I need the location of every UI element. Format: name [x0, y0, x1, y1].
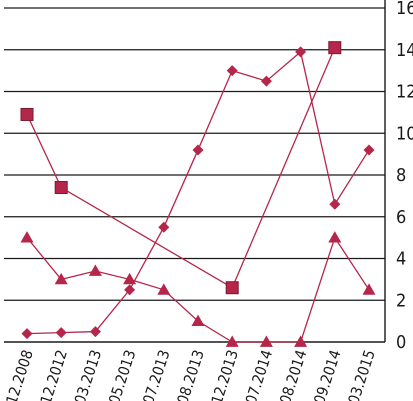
data-point-diamond — [158, 221, 170, 233]
x-tick-label: 03.2015 — [344, 348, 378, 401]
x-tick-label: 12.2012 — [37, 348, 71, 401]
data-point-triangle — [88, 264, 102, 276]
data-point-diamond — [295, 46, 307, 58]
y-axis-ticks: 0 2 4 6 8 10 12 14 16 — [396, 0, 413, 353]
x-tick-label: 07.2014 — [242, 348, 276, 401]
data-point-triangle — [123, 272, 137, 285]
y-tick-label: 2 — [396, 290, 406, 311]
data-point-triangle — [191, 314, 205, 326]
x-tick-label: 05.2013 — [105, 348, 139, 401]
data-point-diamond — [192, 144, 204, 156]
series-line-triangle — [26, 236, 370, 343]
data-point-diamond — [363, 144, 375, 156]
data-point-triangle — [20, 231, 34, 243]
y-tick-label: 4 — [396, 249, 406, 270]
series-diamond — [21, 46, 375, 340]
x-axis-ticks: 12.2008 12.2012 03.2013 05.2013 07.2013 08.20… — [2, 348, 378, 401]
data-point-triangle — [294, 335, 308, 347]
data-point-diamond — [260, 75, 272, 87]
data-point-square — [20, 107, 34, 121]
y-tick-label: 0 — [396, 332, 406, 353]
data-point-diamond — [329, 198, 341, 210]
data-point-diamond — [124, 284, 136, 296]
data-point-diamond — [226, 65, 238, 77]
data-point-square — [225, 281, 239, 295]
y-tick-label: 8 — [396, 165, 406, 186]
x-tick-label: 12.2013 — [208, 348, 242, 401]
y-tick-label: 10 — [396, 123, 413, 144]
data-point-triangle — [362, 283, 376, 295]
series-triangle — [20, 231, 376, 347]
data-point-square — [54, 181, 68, 195]
y-tick-label: 14 — [396, 40, 413, 61]
gridlines — [4, 7, 385, 301]
series-layer — [20, 41, 376, 347]
x-tick-label: 09.2014 — [310, 348, 344, 401]
data-point-diamond — [55, 327, 67, 339]
x-tick-label: 12.2008 — [2, 348, 36, 401]
axes — [4, 0, 386, 343]
y-tick-label: 16 — [396, 0, 413, 19]
x-tick-label: 08.2014 — [276, 348, 310, 401]
series-line-square — [26, 47, 336, 289]
series-square — [20, 41, 342, 295]
data-point-triangle — [225, 335, 239, 347]
y-tick-label: 12 — [396, 82, 413, 103]
data-point-triangle — [157, 283, 171, 295]
y-tick-label: 6 — [396, 207, 406, 228]
data-point-diamond — [89, 326, 101, 338]
data-point-triangle — [54, 272, 68, 285]
data-point-square — [328, 41, 342, 55]
data-point-triangle — [259, 335, 273, 347]
data-point-diamond — [21, 328, 33, 340]
x-tick-label: 07.2013 — [139, 348, 173, 401]
x-tick-label: 03.2013 — [71, 348, 105, 401]
data-point-triangle — [328, 231, 342, 243]
x-tick-label: 08.2013 — [173, 348, 207, 401]
